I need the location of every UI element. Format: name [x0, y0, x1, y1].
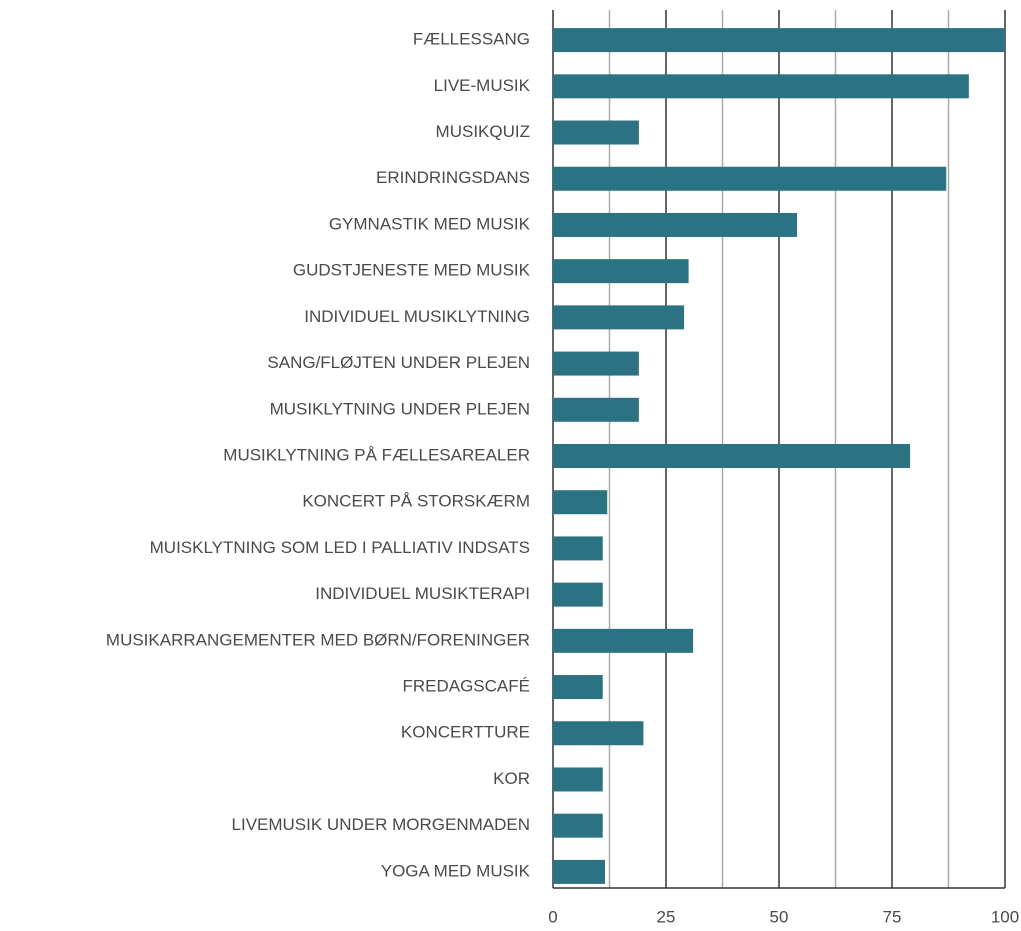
- bar: [553, 444, 911, 468]
- y-tick-label: MUSIKLYTNING UNDER PLEJEN: [270, 399, 530, 418]
- bar: [553, 628, 694, 653]
- y-tick-label: INDIVIDUEL MUSIKTERAPI: [315, 584, 530, 603]
- x-tick-label: 25: [657, 907, 676, 926]
- bar: [553, 582, 603, 607]
- bar: [553, 675, 603, 700]
- bar: [553, 536, 603, 561]
- bar: [553, 721, 644, 746]
- y-tick-label: ERINDRINGSDANS: [376, 168, 530, 187]
- bar: [553, 120, 639, 145]
- y-tick-label: KOR: [493, 769, 530, 788]
- bar: [553, 166, 947, 191]
- bar: [553, 74, 969, 99]
- bar: [553, 813, 603, 838]
- bar: [553, 305, 685, 330]
- y-tick-label: GUDSTJENESTE MED MUSIK: [293, 261, 531, 280]
- y-tick-label: KONCERTTURE: [401, 723, 530, 742]
- bar: [553, 351, 639, 376]
- y-tick-label: SANG/FLØJTEN UNDER PLEJEN: [267, 353, 530, 372]
- y-tick-label: FÆLLESSANG: [413, 30, 530, 49]
- y-tick-label: MUSIKQUIZ: [436, 122, 530, 141]
- y-tick-label: INDIVIDUEL MUSIKLYTNING: [304, 307, 530, 326]
- bar: [553, 859, 605, 884]
- y-tick-label: MUSIKARRANGEMENTER MED BØRN/FORENINGER: [106, 630, 530, 649]
- y-tick-label: YOGA MED MUSIK: [381, 861, 531, 880]
- y-tick-label: FREDAGSCAFÉ: [402, 677, 530, 696]
- y-tick-label: LIVE-MUSIK: [434, 76, 531, 95]
- y-tick-label: MUISKLYTNING SOM LED I PALLIATIV INDSATS: [150, 538, 530, 557]
- y-tick-label: MUSIKLYTNING PÅ FÆLLESAREALER: [223, 445, 530, 464]
- bar: [553, 397, 639, 422]
- y-tick-label: LIVEMUSIK UNDER MORGENMADEN: [232, 815, 530, 834]
- y-tick-label: GYMNASTIK MED MUSIK: [329, 214, 531, 233]
- x-tick-label: 100: [991, 907, 1019, 926]
- x-tick-label: 0: [548, 907, 557, 926]
- bar: [553, 28, 1005, 53]
- bar: [553, 212, 798, 237]
- bar: [553, 490, 608, 515]
- x-tick-label: 75: [883, 907, 902, 926]
- y-tick-label: KONCERT PÅ STORSKÆRM: [302, 492, 530, 511]
- bar: [553, 259, 689, 284]
- bar: [553, 767, 603, 792]
- x-tick-label: 50: [770, 907, 789, 926]
